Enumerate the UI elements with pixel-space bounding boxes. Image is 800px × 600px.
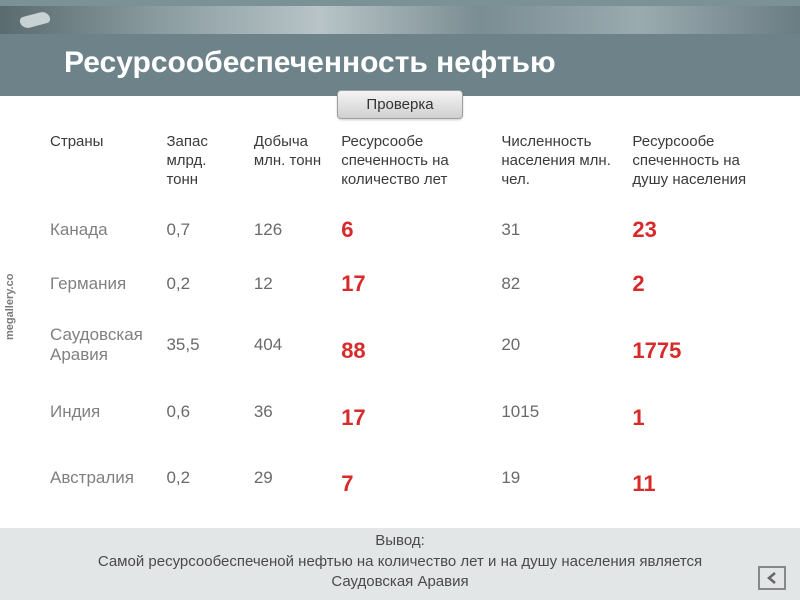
cell-pop: 31 xyxy=(495,203,626,257)
prev-button[interactable] xyxy=(758,566,786,590)
conclusion-text: Самой ресурсообеспеченой нефтью на колич… xyxy=(98,553,702,590)
cell-percap: 1775 xyxy=(626,311,772,379)
cell-pop: 19 xyxy=(495,445,626,511)
cell-percap: 1 xyxy=(626,379,772,445)
cell-country: Индия xyxy=(44,379,160,445)
cell-years: 7 xyxy=(335,445,495,511)
cell-prod: 126 xyxy=(248,203,335,257)
cell-prod: 29 xyxy=(248,445,335,511)
conclusion-label: Вывод: xyxy=(375,532,425,549)
col-years: Ресурсообе спеченность на количество лет xyxy=(335,129,495,203)
conclusion: Вывод: Самой ресурсообеспеченой нефтью н… xyxy=(80,531,720,592)
cell-pop: 1015 xyxy=(495,379,626,445)
cell-pop: 82 xyxy=(495,257,626,311)
cell-reserve: 35,5 xyxy=(160,311,247,379)
cell-reserve: 0,6 xyxy=(160,379,247,445)
cell-country: Канада xyxy=(44,203,160,257)
cell-percap: 23 xyxy=(626,203,772,257)
col-country: Страны xyxy=(44,129,160,203)
photo-decoration xyxy=(0,6,800,34)
col-population: Численность населения млн. чел. xyxy=(495,129,626,203)
data-table-wrap: Страны Запас млрд. тонн Добыча млн. тонн… xyxy=(0,119,800,511)
cell-prod: 404 xyxy=(248,311,335,379)
col-reserve: Запас млрд. тонн xyxy=(160,129,247,203)
check-button[interactable]: Проверка xyxy=(337,90,462,119)
cell-years: 6 xyxy=(335,203,495,257)
cell-years: 17 xyxy=(335,379,495,445)
arrow-left-icon xyxy=(765,571,779,585)
cell-percap: 11 xyxy=(626,445,772,511)
cell-reserve: 0,2 xyxy=(160,445,247,511)
col-production: Добыча млн. тонн xyxy=(248,129,335,203)
cell-reserve: 0,7 xyxy=(160,203,247,257)
table-row: Германия 0,2 12 17 82 2 xyxy=(44,257,772,311)
table-row: Канада 0,7 126 6 31 23 xyxy=(44,203,772,257)
resource-table: Страны Запас млрд. тонн Добыча млн. тонн… xyxy=(44,129,772,511)
cell-years: 88 xyxy=(335,311,495,379)
table-header-row: Страны Запас млрд. тонн Добыча млн. тонн… xyxy=(44,129,772,203)
table-row: Саудовская Аравия 35,5 404 88 20 1775 xyxy=(44,311,772,379)
table-row: Австралия 0,2 29 7 19 11 xyxy=(44,445,772,511)
cell-country: Германия xyxy=(44,257,160,311)
watermark: megallery.co xyxy=(4,274,16,340)
col-percapita: Ресурсообе спеченность на душу населения xyxy=(626,129,772,203)
page-title: Ресурсообеспеченность нефтью xyxy=(0,34,800,96)
cell-country: Австралия xyxy=(44,445,160,511)
cell-years: 17 xyxy=(335,257,495,311)
cell-pop: 20 xyxy=(495,311,626,379)
table-row: Индия 0,6 36 17 1015 1 xyxy=(44,379,772,445)
cell-prod: 36 xyxy=(248,379,335,445)
cell-country: Саудовская Аравия xyxy=(44,311,160,379)
cell-reserve: 0,2 xyxy=(160,257,247,311)
cell-prod: 12 xyxy=(248,257,335,311)
cell-percap: 2 xyxy=(626,257,772,311)
